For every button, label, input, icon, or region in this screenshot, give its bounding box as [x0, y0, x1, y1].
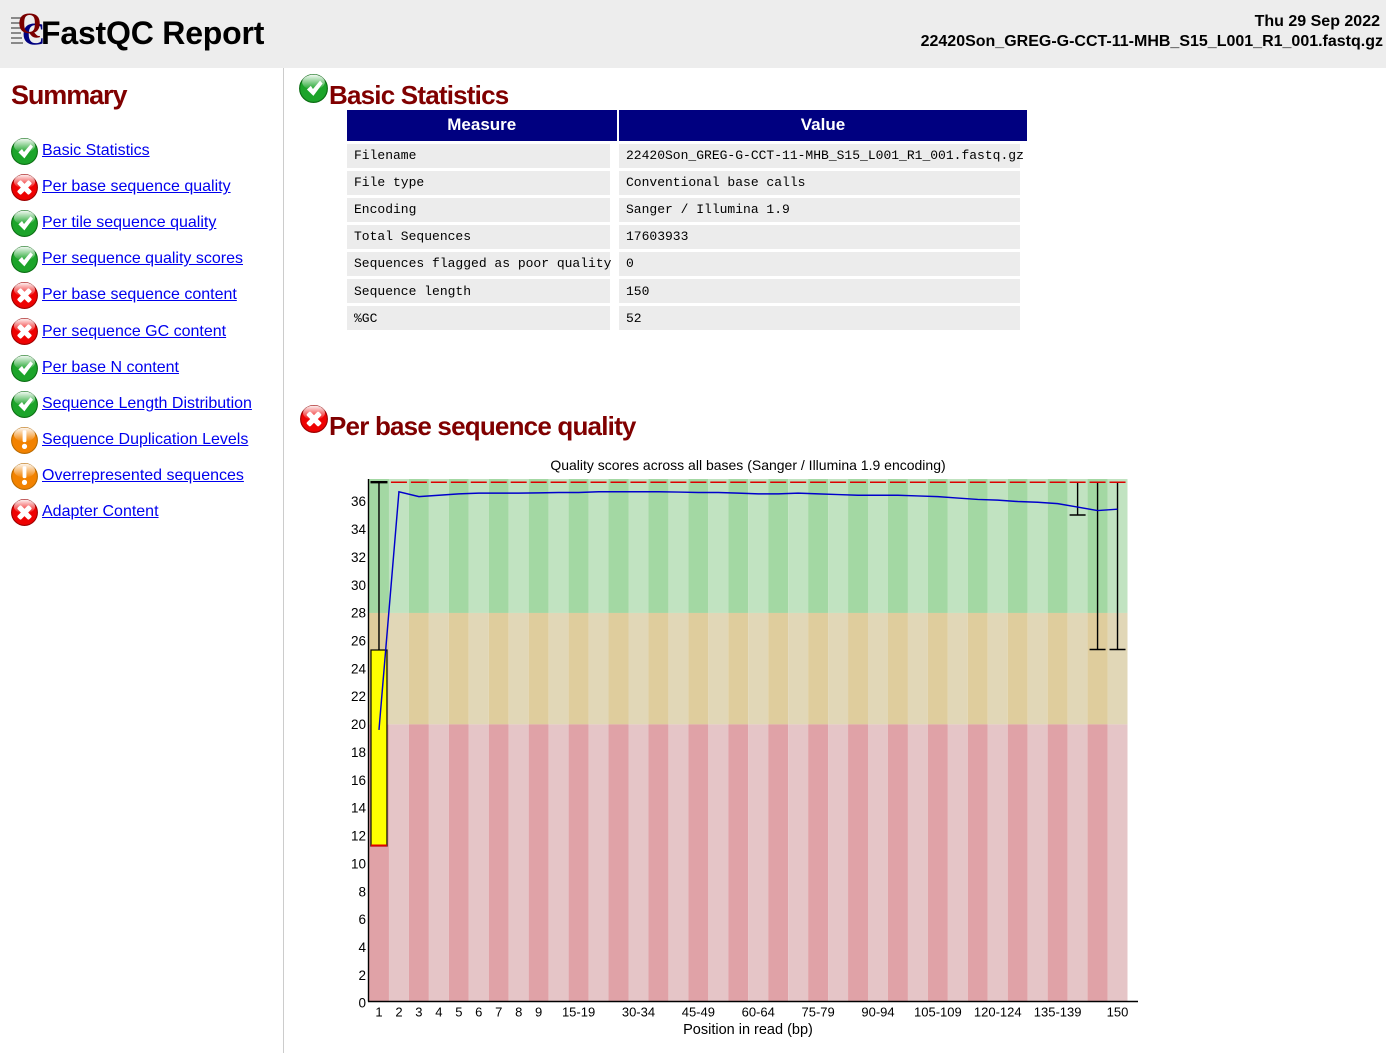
svg-text:2: 2 — [358, 968, 366, 983]
svg-text:5: 5 — [455, 1005, 462, 1020]
svg-text:4: 4 — [435, 1005, 442, 1020]
svg-text:24: 24 — [351, 661, 367, 676]
svg-text:Quality scores across all base: Quality scores across all bases (Sanger … — [550, 457, 945, 473]
svg-text:0: 0 — [358, 996, 366, 1011]
svg-text:45-49: 45-49 — [682, 1005, 715, 1020]
svg-text:90-94: 90-94 — [861, 1005, 894, 1020]
svg-text:30: 30 — [351, 578, 366, 593]
svg-text:20: 20 — [351, 717, 366, 732]
svg-text:135-139: 135-139 — [1034, 1005, 1082, 1020]
svg-text:22: 22 — [351, 689, 366, 704]
svg-text:4: 4 — [358, 940, 366, 955]
svg-text:26: 26 — [351, 634, 366, 649]
svg-text:15-19: 15-19 — [562, 1005, 595, 1020]
svg-text:C: C — [22, 16, 45, 52]
svg-text:7: 7 — [495, 1005, 502, 1020]
svg-text:28: 28 — [351, 606, 366, 621]
svg-text:1: 1 — [375, 1005, 382, 1020]
svg-text:16: 16 — [351, 773, 366, 788]
svg-text:8: 8 — [358, 884, 366, 899]
svg-text:120-124: 120-124 — [974, 1005, 1022, 1020]
svg-text:18: 18 — [351, 745, 366, 760]
svg-text:30-34: 30-34 — [622, 1005, 655, 1020]
svg-text:2: 2 — [395, 1005, 402, 1020]
svg-text:36: 36 — [351, 494, 366, 509]
svg-text:6: 6 — [475, 1005, 482, 1020]
svg-text:Position in read (bp): Position in read (bp) — [683, 1022, 813, 1038]
svg-text:9: 9 — [535, 1005, 542, 1020]
svg-text:32: 32 — [351, 550, 366, 565]
svg-text:14: 14 — [351, 801, 367, 816]
svg-text:10: 10 — [351, 856, 366, 871]
svg-text:8: 8 — [515, 1005, 522, 1020]
svg-text:60-64: 60-64 — [742, 1005, 775, 1020]
svg-text:75-79: 75-79 — [801, 1005, 834, 1020]
svg-text:105-109: 105-109 — [914, 1005, 962, 1020]
svg-text:Q: Q — [18, 7, 41, 40]
svg-text:34: 34 — [351, 522, 367, 537]
svg-text:150: 150 — [1107, 1005, 1129, 1020]
svg-text:3: 3 — [415, 1005, 422, 1020]
svg-text:6: 6 — [358, 912, 366, 927]
svg-text:12: 12 — [351, 829, 366, 844]
